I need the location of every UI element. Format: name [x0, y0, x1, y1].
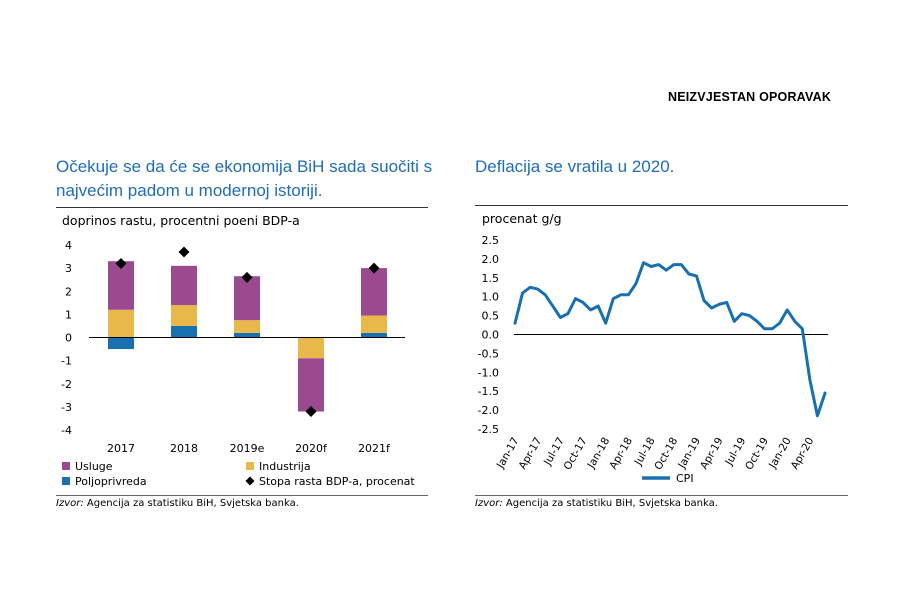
left-y-tick-label: -1	[61, 355, 72, 368]
left-y-axis-label: doprinos rastu, procentni poeni BDP-a	[62, 213, 300, 228]
legend-label-marker: Stopa rasta BDP-a, procenat	[259, 475, 415, 488]
right-title-rule	[475, 205, 848, 206]
left-y-tick-label: 4	[65, 239, 72, 252]
right-y-tick-label: 1.5	[482, 272, 500, 285]
left-title-rule	[56, 207, 428, 208]
left-source-text: Agencija za statistiku BiH, Svjetska ban…	[86, 498, 299, 509]
bar-segment-usluge	[234, 276, 260, 321]
bar-segment-industrija	[361, 315, 387, 333]
right-y-tick-label: -1.0	[478, 366, 499, 379]
right-y-tick-label: 0.5	[482, 310, 500, 323]
right-x-tick-label: Apr-18	[607, 436, 635, 472]
report-header: NEIZVJESTAN OPORAVAK	[668, 90, 832, 104]
bar-segment-industrija	[234, 320, 260, 333]
left-x-tick-label: 2020f	[295, 442, 328, 455]
legend-label-industrija: Industrija	[259, 460, 311, 473]
bar-segment-usluge	[108, 261, 134, 310]
left-source-prefix: Izvor:	[56, 498, 84, 509]
gdp-growth-marker	[241, 271, 253, 283]
legend-swatch-industrija	[246, 462, 254, 470]
legend-label-usluge: Usluge	[75, 460, 113, 473]
gdp-growth-marker	[115, 258, 127, 269]
right-y-tick-label: 1.0	[482, 291, 500, 304]
bar-segment-industrija	[171, 305, 197, 326]
left-source-rule	[56, 495, 428, 496]
bar-segment-usluge	[171, 265, 197, 306]
bar-segment-industrija	[108, 309, 134, 338]
left-chart-title: Očekuje se da će se ekonomija BiH sada s…	[56, 157, 433, 200]
left-y-tick-label: -3	[61, 401, 72, 414]
left-y-tick-label: -2	[61, 378, 72, 391]
legend-swatch-usluge	[62, 462, 70, 470]
left-x-tick-label: 2021f	[358, 442, 391, 455]
right-y-axis-label: procenat g/g	[482, 211, 562, 226]
right-source-text: Agencija za statistiku BiH, Svjetska ban…	[505, 498, 718, 509]
left-x-tick-label: 2017	[107, 442, 135, 455]
right-source: Izvor: Agencija za statistiku BiH, Svjet…	[475, 498, 718, 509]
gdp-growth-marker	[305, 406, 317, 417]
right-y-tick-label: 0.0	[482, 329, 500, 342]
right-y-tick-label: 2.5	[482, 234, 500, 247]
bar-segment-usluge	[298, 358, 324, 412]
left-source: Izvor: Agencija za statistiku BiH, Svjet…	[56, 498, 299, 509]
left-y-tick-label: 2	[65, 285, 72, 298]
left-y-tick-label: -4	[61, 424, 72, 437]
left-y-tick-label: 0	[65, 332, 72, 345]
cpi-line	[513, 261, 827, 418]
right-source-rule	[475, 495, 848, 496]
bar-segment-poljoprivreda	[171, 325, 197, 338]
right-x-tick-label: Apr-20	[789, 436, 817, 472]
bar-segment-industrija	[298, 337, 324, 359]
left-y-tick-label: 1	[65, 308, 72, 321]
left-x-tick-label: 2018	[170, 442, 198, 455]
bar-segment-poljoprivreda	[234, 332, 260, 338]
legend-label-poljoprivreda: Poljoprivreda	[75, 475, 147, 488]
right-x-tick-label: Apr-17	[517, 436, 545, 472]
right-y-tick-label: -1.5	[478, 385, 499, 398]
right-y-tick-label: 2.0	[482, 253, 500, 266]
left-y-tick-label: 3	[65, 262, 72, 275]
right-y-tick-label: -2.5	[478, 423, 499, 436]
bar-segment-poljoprivreda	[361, 332, 387, 338]
right-x-tick-label: Apr-19	[698, 436, 726, 472]
legend-swatch-poljoprivreda	[62, 477, 70, 485]
right-chart-title: Deflacija se vratila u 2020.	[475, 157, 675, 176]
gdp-growth-marker	[368, 262, 380, 274]
left-x-tick-label: 2019e	[230, 442, 265, 455]
bar-segment-poljoprivreda	[108, 337, 134, 350]
right-y-tick-label: -0.5	[478, 347, 499, 360]
bar-segment-usluge	[361, 268, 387, 316]
right-y-tick-label: -2.0	[478, 404, 499, 417]
legend-swatch-marker	[245, 476, 255, 486]
legend-label-cpi: CPI	[676, 472, 694, 485]
gdp-growth-marker	[178, 246, 190, 258]
right-source-prefix: Izvor:	[475, 498, 503, 509]
